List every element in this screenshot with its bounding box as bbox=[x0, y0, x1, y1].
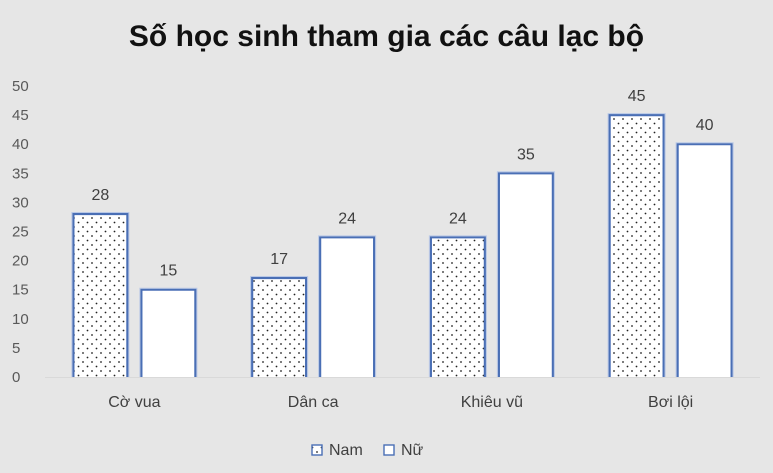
bar-outline-glow bbox=[71, 212, 130, 377]
bar-nu bbox=[498, 173, 553, 377]
data-labels: 28 15 17 24 24 35 45 40 bbox=[91, 88, 713, 280]
legend-label: Nam bbox=[329, 442, 363, 459]
bar-nu bbox=[141, 289, 196, 377]
data-label: 24 bbox=[449, 210, 467, 227]
bar-outline bbox=[429, 236, 486, 377]
bar-outline-glow bbox=[318, 235, 377, 377]
data-label: 40 bbox=[696, 117, 714, 134]
bar-outline-glow bbox=[675, 142, 734, 377]
bar-outline-glow bbox=[607, 113, 666, 377]
y-tick-label: 50 bbox=[12, 78, 29, 95]
bar-nam bbox=[252, 278, 307, 377]
x-tick-label: Dân ca bbox=[288, 394, 339, 411]
bar-nu bbox=[677, 144, 732, 377]
bar-outline-glow bbox=[139, 287, 198, 377]
y-tick-label: 45 bbox=[12, 107, 29, 124]
bar-outline-glow bbox=[428, 235, 487, 377]
data-label: 35 bbox=[517, 146, 535, 163]
y-tick-label: 10 bbox=[12, 311, 29, 328]
y-tick-label: 35 bbox=[12, 165, 29, 182]
bar-outline bbox=[676, 143, 733, 377]
x-axis: Cờ vua Dân ca Khiêu vũ Bơi lội bbox=[45, 377, 760, 411]
legend-swatch-nu bbox=[383, 444, 395, 456]
x-tick-label: Bơi lội bbox=[648, 394, 693, 411]
legend: Nam Nữ bbox=[311, 442, 424, 459]
x-tick-label: Khiêu vũ bbox=[461, 394, 523, 411]
bar-outline-glow bbox=[250, 276, 309, 377]
y-tick-label: 20 bbox=[12, 253, 29, 270]
bar-outline-glow bbox=[496, 171, 555, 377]
y-tick-label: 30 bbox=[12, 194, 29, 211]
data-label: 24 bbox=[338, 210, 356, 227]
data-label: 45 bbox=[628, 88, 646, 105]
bars bbox=[71, 113, 734, 377]
bar-outline bbox=[497, 172, 554, 377]
x-tick-label: Cờ vua bbox=[108, 394, 160, 411]
data-label: 28 bbox=[91, 187, 109, 204]
y-tick-label: 25 bbox=[12, 224, 29, 241]
data-label: 15 bbox=[159, 263, 177, 280]
bar-outline bbox=[140, 288, 197, 377]
bar-nu bbox=[320, 237, 375, 377]
y-axis: 0 5 10 15 20 25 30 35 40 45 50 bbox=[12, 78, 29, 386]
y-tick-label: 0 bbox=[12, 369, 20, 386]
legend-label: Nữ bbox=[401, 442, 424, 459]
bar-outline bbox=[608, 113, 665, 377]
bar-outline bbox=[251, 276, 308, 377]
bar-nam bbox=[430, 237, 485, 377]
bar-nam bbox=[73, 214, 128, 377]
y-tick-label: 15 bbox=[12, 282, 29, 299]
bar-nam bbox=[609, 115, 664, 377]
data-label: 17 bbox=[270, 251, 288, 268]
legend-swatch-nam bbox=[311, 444, 323, 456]
bar-outline bbox=[319, 236, 376, 377]
chart-title: Số học sinh tham gia các câu lạc bộ bbox=[128, 20, 645, 53]
y-tick-label: 5 bbox=[12, 340, 20, 357]
y-tick-label: 40 bbox=[12, 136, 29, 153]
bar-outline bbox=[72, 212, 129, 377]
